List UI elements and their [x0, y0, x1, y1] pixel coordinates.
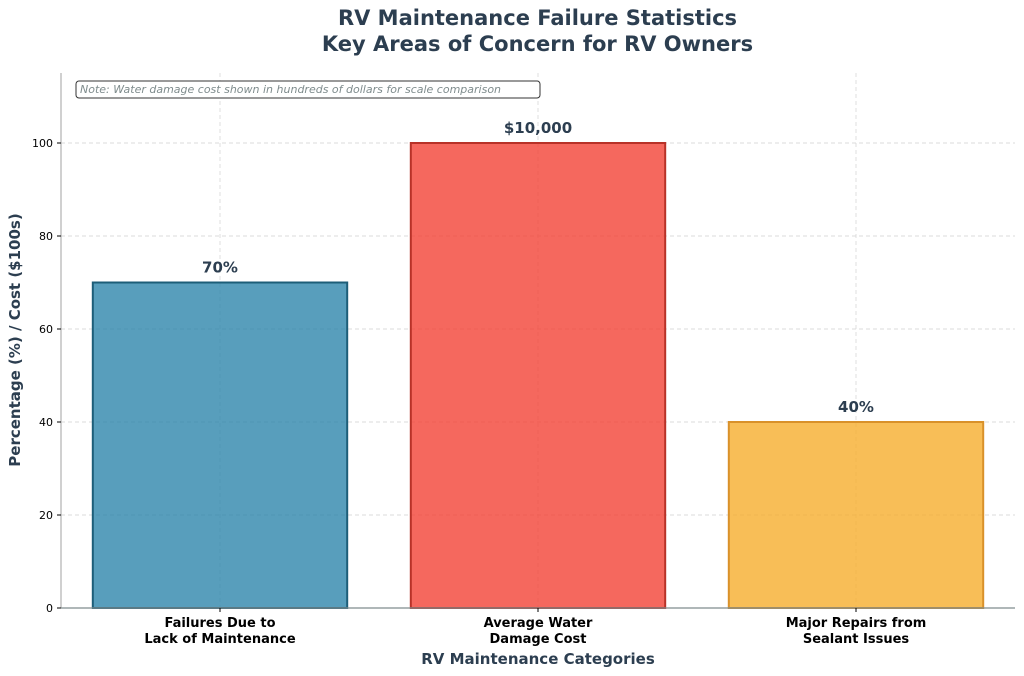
data-labels: 70% $10,000 40% [202, 119, 874, 416]
x-tick-label: Major Repairs from [786, 616, 927, 631]
x-axis-label: RV Maintenance Categories [421, 650, 655, 668]
chart-subtitle: Key Areas of Concern for RV Owners [321, 32, 754, 56]
data-label: $10,000 [504, 119, 572, 137]
x-tick-label: Average Water [484, 616, 593, 631]
annotation-text: Note: Water damage cost shown in hundred… [80, 83, 501, 96]
data-label: 70% [202, 259, 238, 277]
x-tick-label: Sealant Issues [803, 632, 910, 647]
y-ticks: 0 20 40 60 80 100 [32, 137, 61, 615]
x-tick-label: Failures Due to [164, 616, 275, 631]
y-tick-label: 40 [39, 416, 53, 429]
bar [727, 421, 985, 609]
bars [91, 142, 985, 609]
bar [409, 142, 667, 609]
bar [91, 281, 349, 609]
data-label: 40% [838, 398, 874, 416]
y-tick-label: 80 [39, 230, 53, 243]
chart-title: RV Maintenance Failure Statistics [337, 6, 738, 30]
annotation-box: Note: Water damage cost shown in hundred… [75, 80, 541, 99]
y-tick-label: 60 [39, 323, 53, 336]
y-tick-label: 0 [46, 602, 53, 615]
y-tick-label: 20 [39, 509, 53, 522]
y-tick-label: 100 [32, 137, 53, 150]
y-axis-label: Percentage (%) / Cost ($100s) [6, 213, 24, 466]
x-tick-label: Lack of Maintenance [144, 632, 295, 647]
x-tick-label: Damage Cost [490, 632, 587, 647]
